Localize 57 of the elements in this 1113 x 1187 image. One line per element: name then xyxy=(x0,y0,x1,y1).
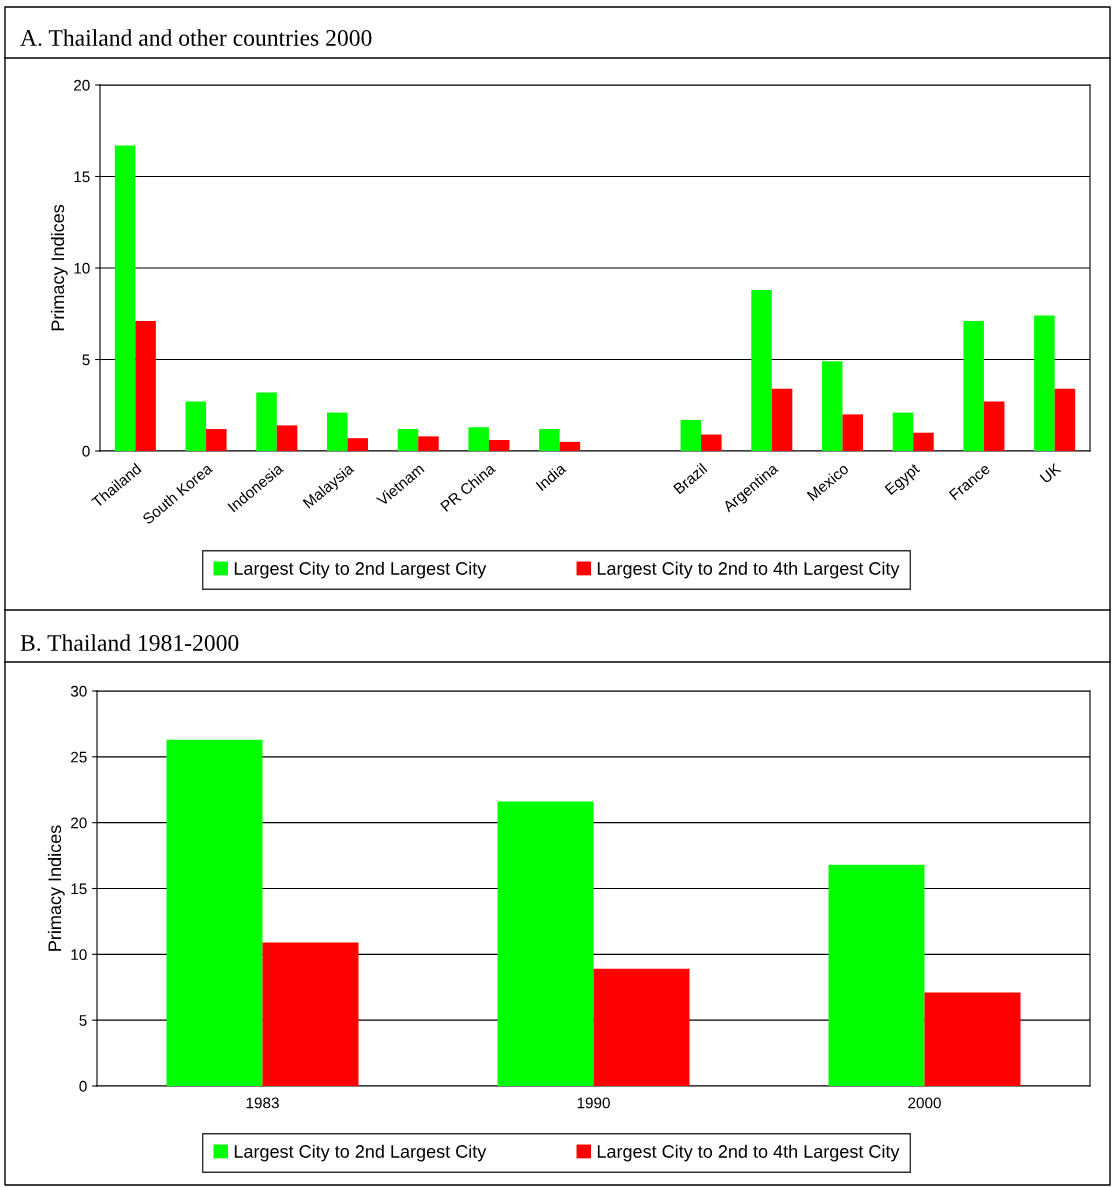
bar xyxy=(1054,388,1076,451)
legend-label: Largest City to 2nd to 4th Largest City xyxy=(597,1144,900,1162)
bar xyxy=(326,412,348,451)
y-axis-title: Primacy Indices xyxy=(47,825,65,951)
bar xyxy=(262,942,359,1086)
bar xyxy=(751,289,772,451)
chart-title: A. Thailand and other countries 2000 xyxy=(20,29,372,47)
y-tick-label: 20 xyxy=(74,79,90,91)
bar xyxy=(842,414,864,451)
y-tick-label: 25 xyxy=(71,751,87,763)
bar xyxy=(892,412,914,451)
bar xyxy=(913,432,934,451)
x-tick-label: 1983 xyxy=(246,1097,279,1109)
bar xyxy=(276,425,298,451)
legend-label: Largest City to 2nd to 4th Largest City xyxy=(597,561,900,579)
bar xyxy=(701,434,722,451)
bar xyxy=(1034,315,1055,451)
y-axis-title: Primacy Indices xyxy=(50,204,68,331)
bar xyxy=(468,427,489,451)
x-tick-label: UK xyxy=(1039,462,1062,484)
bar xyxy=(821,361,843,451)
y-tick-label: 10 xyxy=(71,949,87,961)
legend-label: Largest City to 2nd Largest City xyxy=(234,561,487,579)
bar xyxy=(983,401,1005,451)
bar xyxy=(418,436,439,451)
y-tick-label: 20 xyxy=(71,817,87,829)
x-tick-label: 2000 xyxy=(908,1097,941,1109)
y-tick-label: 5 xyxy=(82,354,90,366)
bar xyxy=(488,440,510,451)
bar xyxy=(114,145,136,451)
bar xyxy=(166,739,263,1086)
bar xyxy=(206,429,227,451)
y-tick-label: 15 xyxy=(74,171,90,183)
x-tick-label: 1990 xyxy=(577,1097,610,1109)
chart-title: B. Thailand 1981-2000 xyxy=(20,634,239,652)
y-tick-label: 15 xyxy=(71,883,87,895)
bar xyxy=(347,438,369,451)
bar xyxy=(185,401,207,451)
x-tick-label: India xyxy=(535,462,567,492)
bar xyxy=(539,429,560,451)
y-tick-label: 5 xyxy=(79,1015,87,1026)
bar xyxy=(397,429,419,451)
bar xyxy=(963,321,984,451)
bar xyxy=(924,992,1021,1086)
bar xyxy=(680,419,702,451)
bar xyxy=(256,392,277,451)
bar xyxy=(135,321,156,451)
y-tick-label: 0 xyxy=(79,1080,87,1092)
y-tick-label: 0 xyxy=(82,445,90,457)
bar xyxy=(828,864,925,1086)
y-tick-label: 10 xyxy=(74,262,90,274)
bar xyxy=(771,388,793,451)
y-tick-label: 30 xyxy=(70,685,87,697)
legend-label: Largest City to 2nd Largest City xyxy=(234,1144,487,1162)
bar xyxy=(497,801,594,1086)
bar xyxy=(559,441,581,451)
bar xyxy=(593,968,690,1086)
